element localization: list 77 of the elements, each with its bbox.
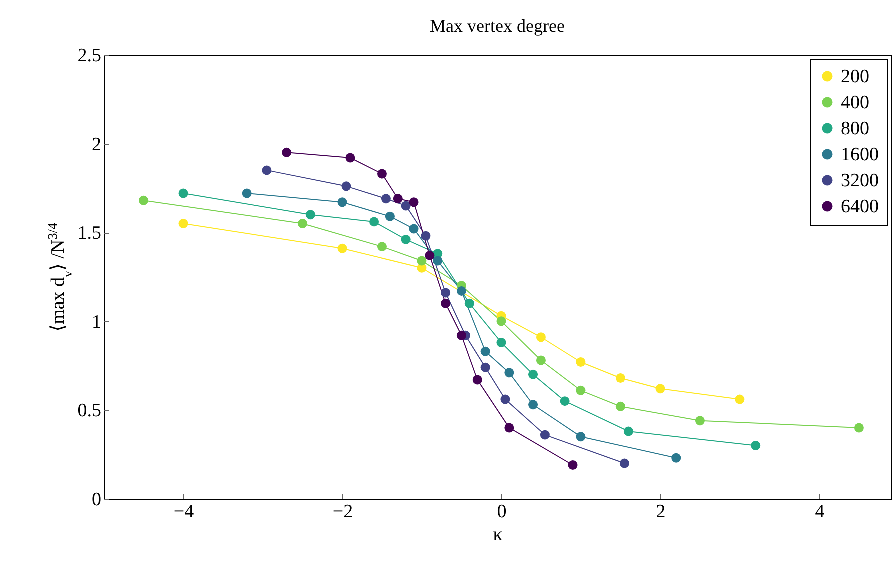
point xyxy=(370,217,380,227)
point xyxy=(178,188,188,198)
point xyxy=(536,356,546,366)
legend-label: 6400 xyxy=(841,196,879,218)
point xyxy=(472,375,482,385)
point xyxy=(433,256,443,266)
point xyxy=(385,212,395,222)
x-tick-label: −2 xyxy=(332,502,354,522)
point xyxy=(441,298,451,308)
point xyxy=(262,166,272,176)
point xyxy=(409,224,419,234)
point xyxy=(616,374,626,383)
point xyxy=(338,244,348,254)
point xyxy=(576,432,586,442)
point xyxy=(441,288,451,298)
point xyxy=(298,218,308,228)
point xyxy=(656,384,666,394)
point xyxy=(620,458,630,468)
y-tick-label: 1 xyxy=(92,312,102,333)
point xyxy=(624,426,634,436)
point xyxy=(536,332,546,342)
point xyxy=(496,338,506,348)
point xyxy=(480,346,490,356)
x-tick-label: 0 xyxy=(497,502,507,522)
y-tick-label: 2 xyxy=(92,134,102,156)
chart-title: Max vertex degree xyxy=(430,16,565,36)
x-axis-title: κ xyxy=(493,524,504,546)
point xyxy=(695,416,705,426)
point xyxy=(456,330,466,340)
point xyxy=(242,188,252,198)
point xyxy=(393,194,403,204)
point xyxy=(735,394,745,404)
point xyxy=(576,386,586,396)
point xyxy=(504,423,514,433)
point xyxy=(421,231,431,241)
point xyxy=(480,362,490,372)
x-tick-label: −4 xyxy=(174,502,195,522)
point xyxy=(377,242,387,252)
point xyxy=(282,148,292,158)
point xyxy=(401,201,411,211)
point xyxy=(504,368,514,378)
x-tick-label: 4 xyxy=(815,502,826,522)
legend-label: 800 xyxy=(841,118,870,140)
point xyxy=(540,430,550,440)
y-tick-label: 0.5 xyxy=(78,400,102,422)
point xyxy=(377,169,387,179)
point xyxy=(751,440,761,450)
point xyxy=(425,250,435,260)
point xyxy=(306,210,316,220)
point xyxy=(417,256,427,266)
point xyxy=(456,286,466,296)
y-tick-label: 2.5 xyxy=(78,46,102,66)
point xyxy=(496,316,506,326)
legend-label: 200 xyxy=(841,66,870,88)
point xyxy=(854,423,864,433)
point xyxy=(381,194,391,204)
point xyxy=(178,218,188,228)
point xyxy=(528,400,538,410)
point xyxy=(568,460,578,470)
y-tick-label: 1.5 xyxy=(78,223,102,244)
point xyxy=(139,196,148,206)
point xyxy=(500,394,510,404)
point xyxy=(342,182,352,192)
point xyxy=(616,402,626,412)
point xyxy=(672,453,682,463)
point xyxy=(560,396,570,406)
point xyxy=(464,298,474,308)
point xyxy=(576,358,586,367)
legend-label: 400 xyxy=(841,92,870,114)
point xyxy=(528,370,538,380)
legend-label: 3200 xyxy=(841,170,879,192)
point xyxy=(401,234,411,244)
x-tick-label: 2 xyxy=(656,502,666,522)
point xyxy=(409,198,419,208)
point xyxy=(338,198,348,208)
legend-label: 1600 xyxy=(841,144,879,166)
point xyxy=(346,153,356,163)
